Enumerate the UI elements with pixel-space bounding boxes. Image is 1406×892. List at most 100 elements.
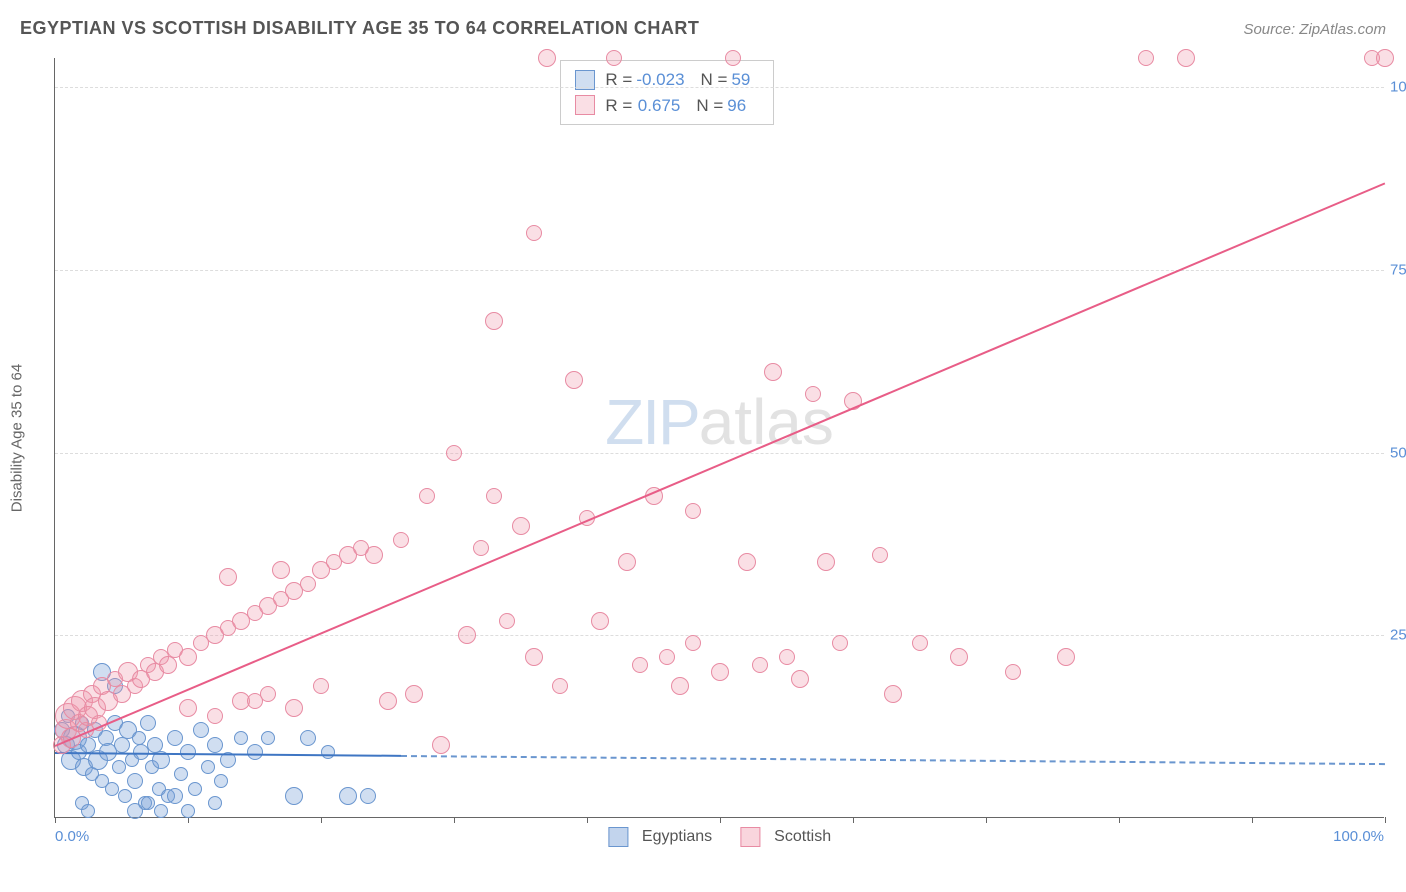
y-axis-label: Disability Age 35 to 64 xyxy=(9,363,26,511)
y-tick-label: 100.0% xyxy=(1390,79,1406,96)
data-point xyxy=(234,731,248,745)
data-point xyxy=(207,737,223,753)
data-point xyxy=(112,760,126,774)
data-point xyxy=(1376,49,1394,67)
chart-title: EGYPTIAN VS SCOTTISH DISABILITY AGE 35 T… xyxy=(20,18,699,39)
data-point xyxy=(591,612,609,630)
x-tick xyxy=(188,817,189,823)
data-point xyxy=(167,788,183,804)
data-point xyxy=(779,649,795,665)
data-point xyxy=(764,363,782,381)
data-point xyxy=(339,787,357,805)
legend: EgyptiansScottish xyxy=(608,827,831,847)
data-point xyxy=(552,678,568,694)
legend-swatch xyxy=(608,827,628,847)
data-point xyxy=(405,685,423,703)
data-point xyxy=(538,49,556,67)
data-point xyxy=(1177,49,1195,67)
r-value: 0.675 xyxy=(636,93,692,119)
data-point xyxy=(154,804,168,818)
watermark: ZIPatlas xyxy=(605,385,834,459)
data-point xyxy=(118,789,132,803)
data-point xyxy=(525,648,543,666)
data-point xyxy=(805,386,821,402)
gridline xyxy=(55,87,1384,88)
data-point xyxy=(140,715,156,731)
gridline xyxy=(55,453,1384,454)
data-point xyxy=(738,553,756,571)
data-point xyxy=(565,371,583,389)
data-point xyxy=(261,731,275,745)
n-label: N = xyxy=(696,93,723,119)
scatter-chart: Disability Age 35 to 64 ZIPatlas 0.0% 10… xyxy=(54,58,1384,818)
x-tick xyxy=(321,817,322,823)
x-tick xyxy=(454,817,455,823)
data-point xyxy=(188,782,202,796)
n-value: 59 xyxy=(731,67,759,93)
data-point xyxy=(285,787,303,805)
data-point xyxy=(141,796,155,810)
data-point xyxy=(379,692,397,710)
data-point xyxy=(300,730,316,746)
data-point xyxy=(419,488,435,504)
data-point xyxy=(201,760,215,774)
x-axis-max-label: 100.0% xyxy=(1333,828,1384,845)
data-point xyxy=(81,804,95,818)
data-point xyxy=(300,576,316,592)
data-point xyxy=(752,657,768,673)
data-point xyxy=(526,225,542,241)
data-point xyxy=(214,774,228,788)
x-tick xyxy=(1385,817,1386,823)
data-point xyxy=(105,782,119,796)
series-swatch xyxy=(575,95,595,115)
x-tick xyxy=(853,817,854,823)
gridline xyxy=(55,635,1384,636)
x-tick xyxy=(55,817,56,823)
correlation-row: R =-0.023N =59 xyxy=(575,67,759,93)
source-attribution: Source: ZipAtlas.com xyxy=(1243,21,1386,38)
data-point xyxy=(685,503,701,519)
data-point xyxy=(832,635,848,651)
data-point xyxy=(632,657,648,673)
data-point xyxy=(114,737,130,753)
data-point xyxy=(791,670,809,688)
chart-header: EGYPTIAN VS SCOTTISH DISABILITY AGE 35 T… xyxy=(20,18,1386,39)
data-point xyxy=(360,788,376,804)
x-tick xyxy=(587,817,588,823)
correlation-stats-box: R =-0.023N =59R =0.675N =96 xyxy=(560,60,774,125)
data-point xyxy=(174,767,188,781)
data-point xyxy=(606,50,622,66)
legend-label: Scottish xyxy=(774,828,831,846)
data-point xyxy=(817,553,835,571)
x-tick xyxy=(986,817,987,823)
x-tick xyxy=(1252,817,1253,823)
n-label: N = xyxy=(701,67,728,93)
data-point xyxy=(618,553,636,571)
correlation-row: R =0.675N =96 xyxy=(575,93,759,119)
y-tick-label: 75.0% xyxy=(1390,261,1406,278)
data-point xyxy=(321,745,335,759)
y-tick-label: 50.0% xyxy=(1390,444,1406,461)
data-point xyxy=(393,532,409,548)
data-point xyxy=(446,445,462,461)
r-label: R = xyxy=(605,93,632,119)
data-point xyxy=(485,312,503,330)
data-point xyxy=(132,731,146,745)
data-point xyxy=(179,648,197,666)
data-point xyxy=(912,635,928,651)
data-point xyxy=(499,613,515,629)
data-point xyxy=(159,656,177,674)
data-point xyxy=(179,699,197,717)
n-value: 96 xyxy=(727,93,755,119)
legend-swatch xyxy=(740,827,760,847)
x-tick xyxy=(1119,817,1120,823)
data-point xyxy=(313,678,329,694)
data-point xyxy=(473,540,489,556)
data-point xyxy=(432,736,450,754)
data-point xyxy=(193,722,209,738)
data-point xyxy=(1138,50,1154,66)
data-point xyxy=(458,626,476,644)
data-point xyxy=(884,685,902,703)
data-point xyxy=(711,663,729,681)
data-point xyxy=(1057,648,1075,666)
